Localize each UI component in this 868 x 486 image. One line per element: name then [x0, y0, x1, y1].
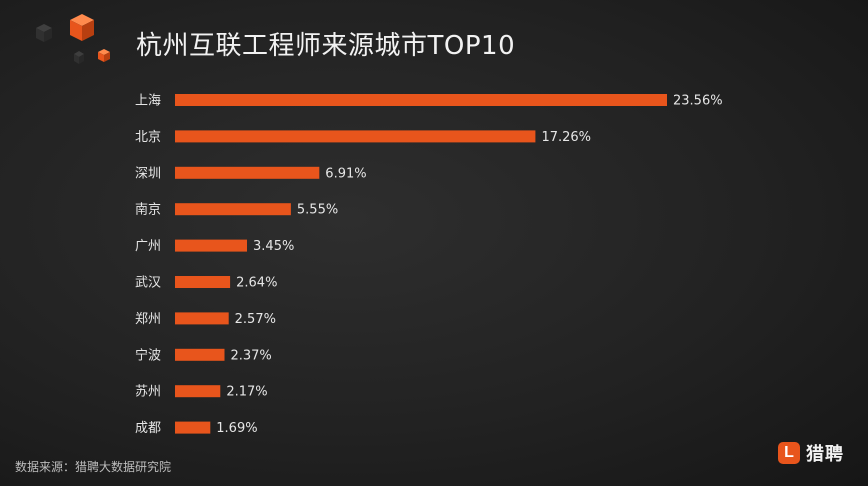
bar — [175, 385, 221, 398]
value-label: 2.17% — [226, 385, 267, 400]
city-label: 武汉 — [135, 276, 161, 291]
value-label: 2.64% — [236, 276, 277, 291]
city-label: 上海 — [135, 94, 161, 109]
city-label: 广州 — [135, 239, 161, 254]
value-label: 5.55% — [297, 203, 338, 218]
chart-title: 杭州互联工程师来源城市TOP10 — [136, 31, 516, 61]
value-label: 17.26% — [541, 130, 591, 145]
city-label: 郑州 — [135, 312, 161, 327]
value-label: 6.91% — [325, 166, 366, 181]
bar — [175, 94, 667, 106]
city-label: 成都 — [135, 421, 161, 436]
brand-logo-icon: L — [778, 442, 800, 464]
city-label: 北京 — [135, 130, 161, 145]
value-label: 1.69% — [216, 421, 257, 436]
city-label: 深圳 — [135, 166, 161, 181]
value-label: 23.56% — [673, 94, 723, 109]
value-label: 2.37% — [230, 348, 271, 363]
cubes-icon — [36, 14, 110, 64]
brand-mark: L 猎聘 — [778, 440, 844, 466]
bar — [175, 203, 291, 216]
city-label: 宁波 — [135, 347, 161, 363]
city-label: 南京 — [135, 202, 161, 218]
data-source-note: 数据来源：猎聘大数据研究院 — [15, 460, 172, 474]
value-label: 3.45% — [253, 239, 294, 254]
bar — [175, 421, 211, 434]
bar — [175, 166, 320, 179]
brand-name: 猎聘 — [806, 444, 844, 465]
value-label: 2.57% — [235, 312, 276, 327]
bar — [175, 276, 231, 288]
bar — [175, 239, 247, 252]
bar — [175, 130, 536, 143]
city-label: 苏州 — [135, 384, 161, 400]
bar — [175, 312, 229, 325]
bar — [175, 348, 225, 361]
